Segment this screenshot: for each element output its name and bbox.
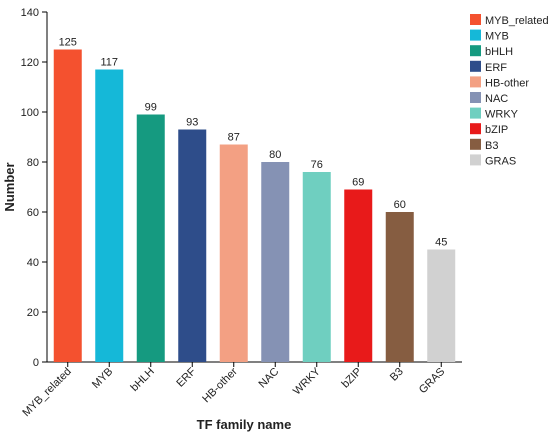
y-tick-label: 40 xyxy=(27,257,39,269)
y-tick-label: 0 xyxy=(33,357,39,369)
y-tick-label: 100 xyxy=(21,107,39,119)
y-tick-label: 120 xyxy=(21,57,39,69)
legend-swatch xyxy=(470,29,481,41)
bar-value-label: 69 xyxy=(352,177,364,189)
x-tick-label: B3 xyxy=(388,366,406,384)
y-tick-label: 140 xyxy=(21,7,39,19)
legend-swatch xyxy=(470,45,481,57)
bar-value-label: 80 xyxy=(269,149,281,161)
x-tick-label: bZIP xyxy=(339,366,364,391)
legend-label: ERF xyxy=(485,62,507,74)
bar-value-label: 60 xyxy=(394,199,406,211)
bar-value-label: 117 xyxy=(100,57,118,69)
bar-bzip xyxy=(344,189,373,362)
legend-swatch xyxy=(470,92,481,103)
bar-bhlh xyxy=(136,114,165,362)
legend: MYB_related MYB bHLH ERF HB-other NAC WRKY bZIP… xyxy=(470,14,549,167)
x-tick-label: MYB_related xyxy=(20,366,73,419)
legend-label: bHLH xyxy=(485,46,513,58)
x-tick-label: ERF xyxy=(174,365,198,389)
legend-swatch xyxy=(470,123,481,135)
bar-value-label: 76 xyxy=(311,159,323,171)
x-tick-label: HB-other xyxy=(200,365,240,405)
x-tick-label: NAC xyxy=(256,366,281,391)
y-axis: 0 20 40 60 80 100 120 140 xyxy=(21,7,48,369)
bar-erf xyxy=(178,129,207,362)
x-tick-label: WRKY xyxy=(291,365,323,397)
bar-value-label: 99 xyxy=(145,102,157,114)
bar-b3 xyxy=(385,212,414,362)
bar-hb-other xyxy=(219,144,248,362)
bar-gras xyxy=(427,249,456,362)
y-axis-title: Number xyxy=(2,162,17,211)
bars-group: 125 117 99 93 87 80 76 69 60 45 xyxy=(53,37,456,362)
legend-label: GRAS xyxy=(485,155,516,167)
x-axis: MYB_related MYB bHLH ERF HB-other NAC WRKY bZIP… xyxy=(20,361,462,419)
bar-myb xyxy=(95,69,124,362)
y-tick-label: 20 xyxy=(27,307,39,319)
legend-swatch xyxy=(470,60,481,72)
legend-label: MYB_related xyxy=(485,15,549,27)
bar-value-label: 87 xyxy=(228,132,240,144)
x-tick-label: MYB xyxy=(90,366,115,391)
y-tick-label: 60 xyxy=(27,207,39,219)
y-tick-label: 80 xyxy=(27,157,39,169)
bar-value-label: 125 xyxy=(59,37,77,49)
legend-label: HB-other xyxy=(485,77,529,89)
x-tick-label: GRAS xyxy=(417,366,448,397)
legend-label: B3 xyxy=(485,140,498,152)
legend-swatch xyxy=(470,138,481,150)
bar-value-label: 93 xyxy=(186,117,198,129)
legend-label: WRKY xyxy=(485,109,519,121)
bar-value-label: 45 xyxy=(435,237,447,249)
x-tick-label: bHLH xyxy=(128,366,156,394)
bar-wrky xyxy=(302,172,331,362)
legend-label: bZIP xyxy=(485,124,508,136)
legend-label: NAC xyxy=(485,93,508,105)
bar-nac xyxy=(261,162,290,362)
legend-swatch xyxy=(470,154,481,166)
legend-swatch xyxy=(470,14,481,25)
legend-swatch xyxy=(470,107,481,119)
bar-myb-related xyxy=(53,49,82,362)
x-axis-title: TF family name xyxy=(197,417,292,432)
legend-label: MYB xyxy=(485,31,509,43)
legend-swatch xyxy=(470,76,481,88)
